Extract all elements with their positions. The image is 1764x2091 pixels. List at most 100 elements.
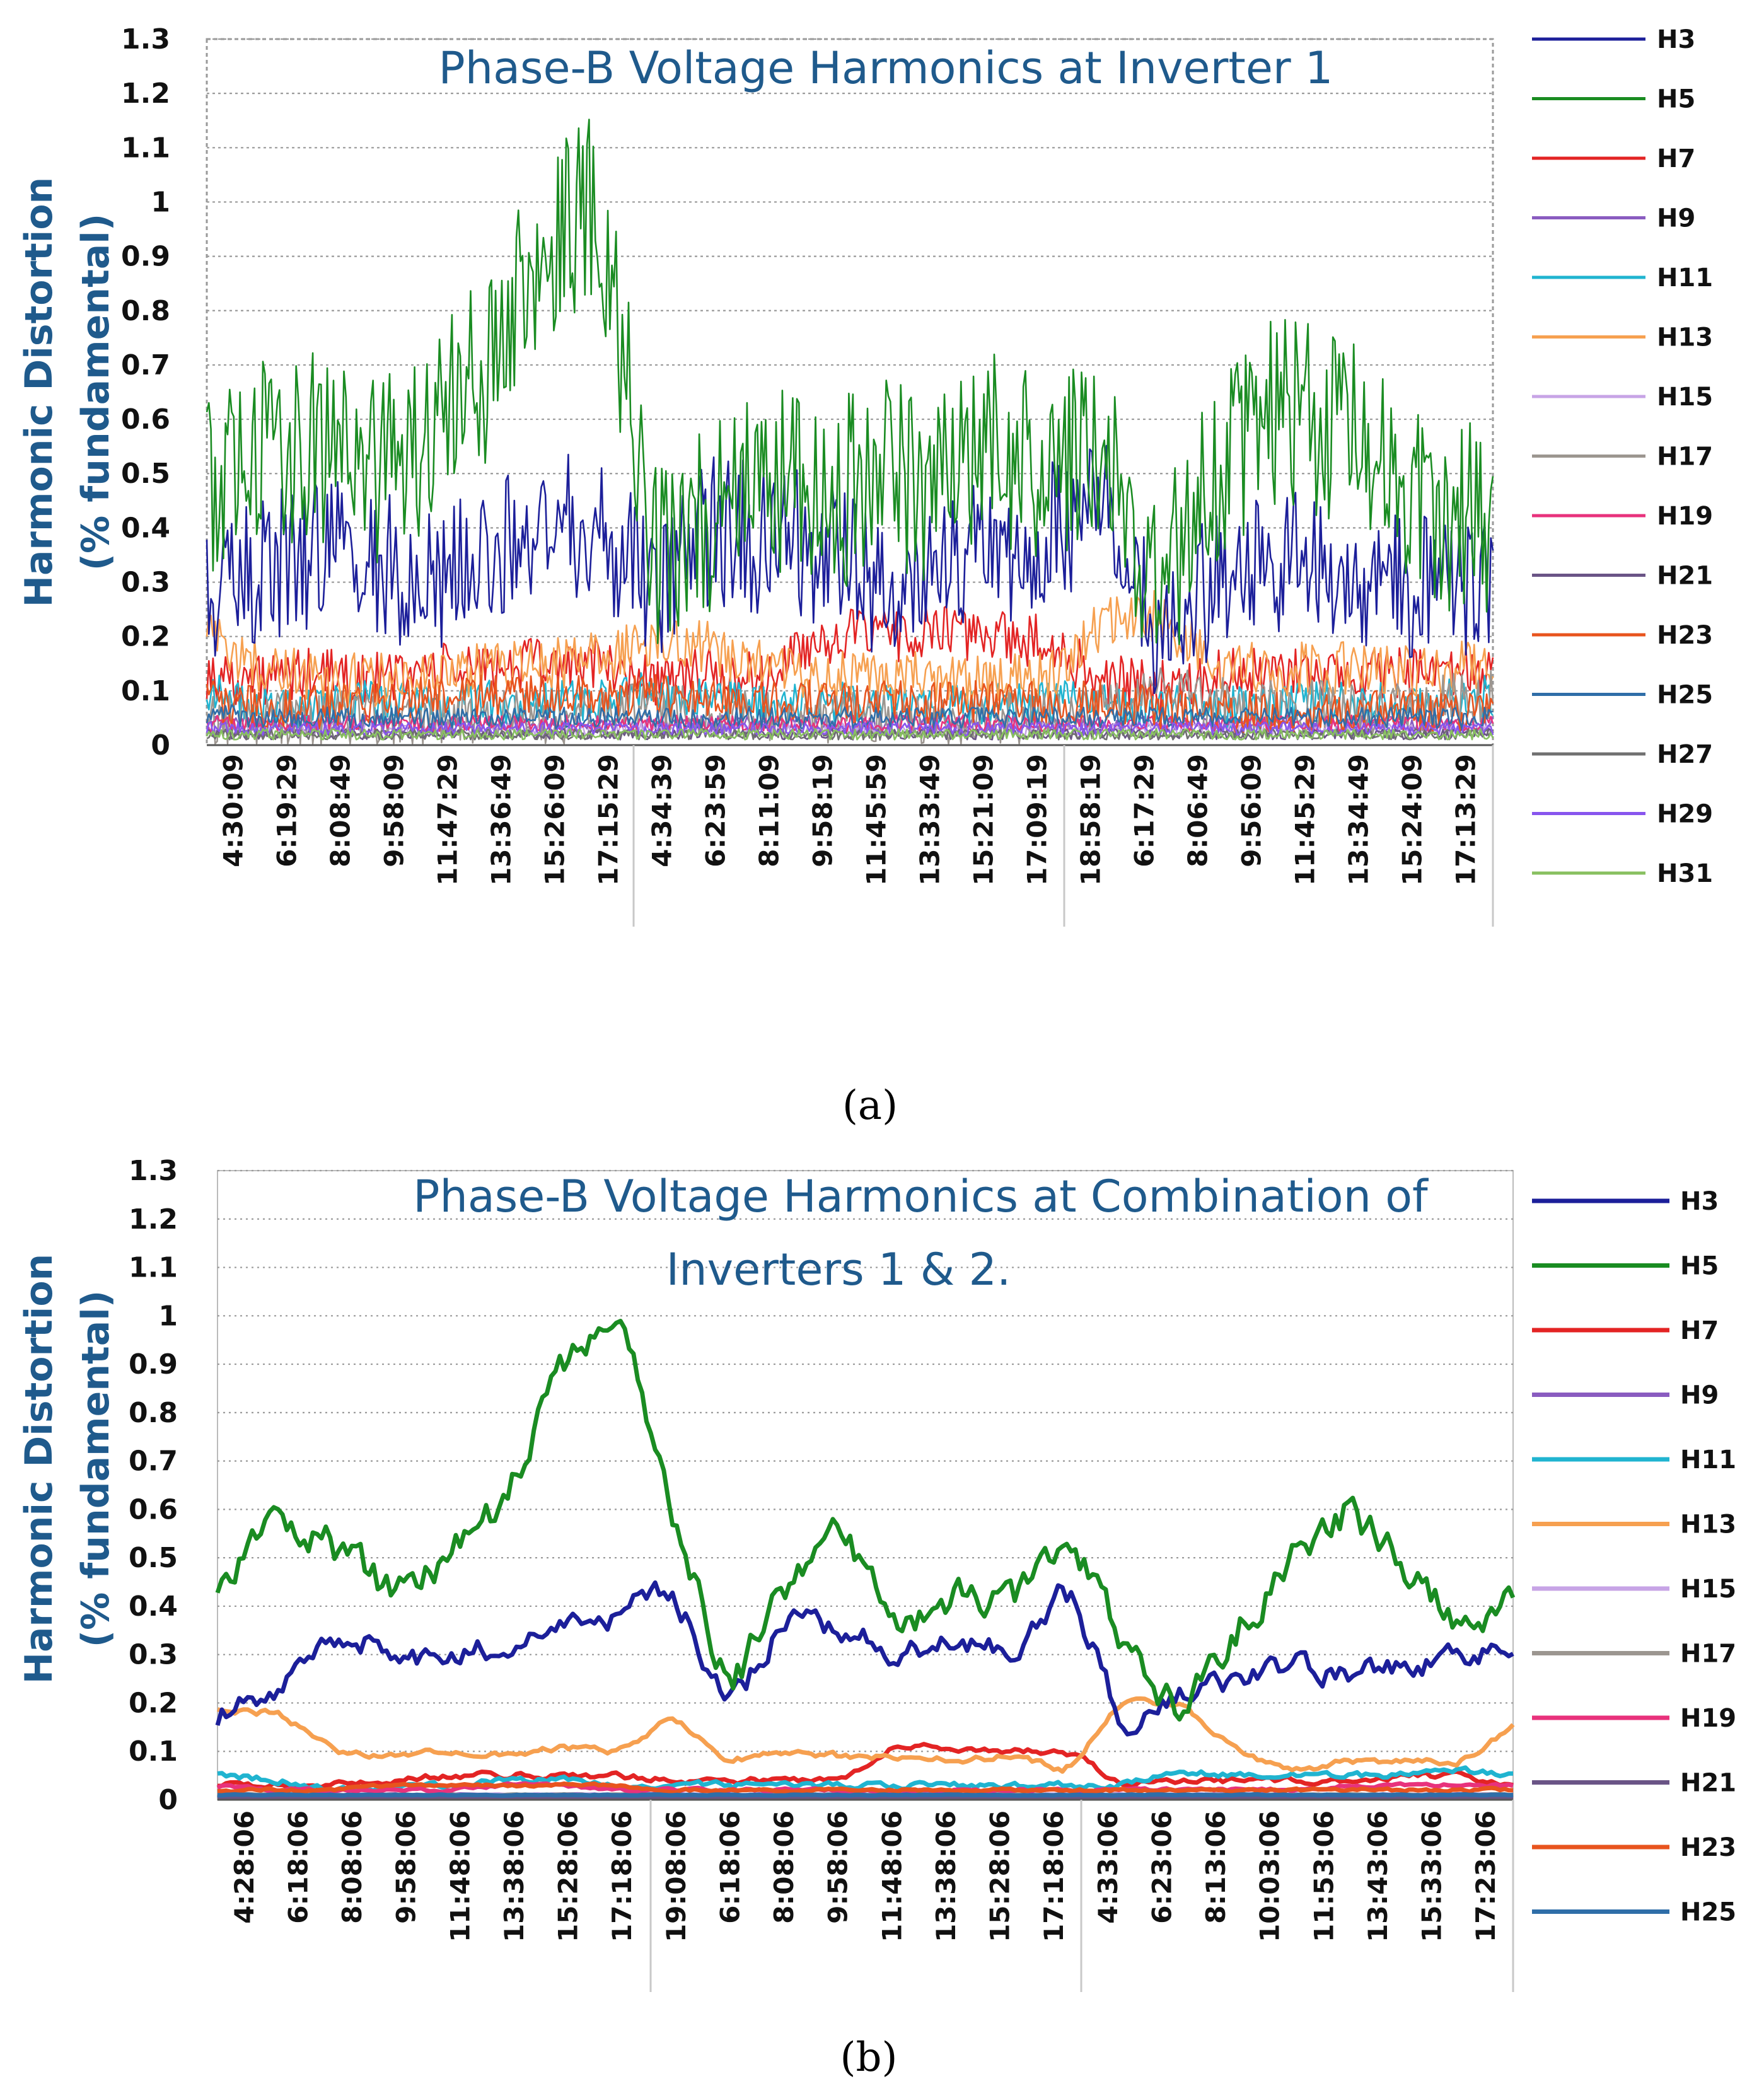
x-tick-label: 15:26:09 <box>540 754 571 886</box>
legend-label-h5: H5 <box>1680 1252 1719 1281</box>
chart-panel-a: 0 0.1 0.2 0.3 0.4 0.5 0.6 0.7 0.8 0.9 1 1.1 1.2 1.3 4… <box>17 23 1713 1129</box>
legend-label-h21: H21 <box>1680 1769 1736 1798</box>
x-tick-label: 17:09:19 <box>1022 754 1053 886</box>
legend-label-h3: H3 <box>1680 1187 1719 1216</box>
legend-b: H3 H5 H7 H9 H11 H13 H15 H17 H19 H21 H23 H25 <box>1532 1187 1736 1927</box>
x-tick-labels-b: 4:28:06 6:18:06 8:08:06 9:58:06 11:48:06 13:3… <box>229 1810 1501 1942</box>
y-tick-label: 1.1 <box>121 132 170 164</box>
chart-title-a: Phase-B Voltage Harmonics at Inverter 1 <box>439 42 1333 94</box>
x-tick-label: 9:58:09 <box>379 754 410 867</box>
chart-title-b-line1: Phase-B Voltage Harmonics at Combination… <box>413 1171 1429 1222</box>
x-tick-label: 15:33:06 <box>1417 1810 1448 1942</box>
plot-area-b <box>217 1170 1514 1800</box>
legend-label-h19: H19 <box>1680 1704 1736 1733</box>
x-tick-label: 11:53:06 <box>1308 1810 1339 1942</box>
legend-label-h9: H9 <box>1657 204 1695 233</box>
legend-label-h13: H13 <box>1680 1510 1736 1539</box>
y-tick-label: 0.6 <box>129 1493 178 1526</box>
x-tick-label: 18:58:19 <box>1076 754 1106 886</box>
x-tick-label: 8:08:06 <box>337 1810 368 1924</box>
x-tick-label: 17:18:06 <box>606 1810 637 1942</box>
legend-label-h25: H25 <box>1680 1898 1736 1927</box>
series-line-h23 <box>217 1781 1514 1795</box>
legend-label-h23: H23 <box>1680 1833 1736 1862</box>
caption-a: (a) <box>842 1082 898 1129</box>
legend-label-h21: H21 <box>1657 562 1713 591</box>
x-tick-label: 6:23:59 <box>700 754 731 867</box>
x-tick-label: 8:08:49 <box>325 754 356 867</box>
legend-label-h5: H5 <box>1657 85 1695 114</box>
x-tick-label: 11:45:59 <box>861 754 892 886</box>
y-tick-label: 0.3 <box>121 567 170 599</box>
x-tick-label: 9:56:09 <box>1236 754 1267 867</box>
y-tick-label: 0.9 <box>121 241 170 273</box>
x-tick-labels-a: 4:30:09 6:19:29 8:08:49 9:58:09 11:47:29 13:3… <box>218 754 1482 886</box>
x-tick-label: 6:18:06 <box>282 1810 313 1924</box>
series-line-h13 <box>217 1696 1515 1774</box>
x-tick-label: 8:13:06 <box>1200 1810 1231 1924</box>
chart-title-b-line2: Inverters 1 & 2. <box>666 1244 1011 1295</box>
legend-label-h13: H13 <box>1657 323 1713 352</box>
x-tick-label: 13:34:49 <box>1343 754 1374 886</box>
y-tick-label: 1 <box>158 1300 178 1332</box>
x-tick-label: 15:28:06 <box>985 1810 1016 1942</box>
x-tick-label: 15:21:09 <box>968 754 999 886</box>
legend-label-h15: H15 <box>1657 383 1713 412</box>
x-tick-label: 8:06:49 <box>1183 754 1214 867</box>
series-line-h5 <box>215 1319 1516 1722</box>
x-tick-label: 17:15:29 <box>593 754 624 886</box>
y-tick-label: 1.3 <box>129 1155 178 1187</box>
x-tick-label: 13:36:49 <box>486 754 517 886</box>
y-tick-label: 0 <box>151 729 170 762</box>
legend-label-h7: H7 <box>1680 1316 1719 1345</box>
x-tick-label: 17:18:06 <box>1038 1810 1069 1942</box>
y-tick-label: 0.6 <box>121 403 170 436</box>
series-line-h25 <box>217 1792 1514 1798</box>
y-tick-label: 0.7 <box>129 1445 178 1478</box>
y-axis-label-a-line1: Harmonic Distortion <box>17 177 61 608</box>
x-tick-label: 6:18:06 <box>714 1810 745 1924</box>
legend-label-h23: H23 <box>1657 621 1713 650</box>
legend-label-h31: H31 <box>1657 859 1713 888</box>
x-tick-label: 11:48:06 <box>876 1810 907 1942</box>
y-tick-label: 0.8 <box>121 295 170 327</box>
y-tick-label: 0.2 <box>121 621 170 653</box>
series-line-h3 <box>206 444 1494 695</box>
y-tick-labels-a: 0 0.1 0.2 0.3 0.4 0.5 0.6 0.7 0.8 0.9 1 1.1 1.2 1.3 <box>121 23 170 762</box>
y-tick-label: 0.2 <box>129 1687 178 1719</box>
y-tick-label: 1.2 <box>121 78 170 110</box>
series-line-h23 <box>206 674 1494 734</box>
y-tick-label: 0.3 <box>129 1639 178 1671</box>
y-axis-label-b-line1: Harmonic Distortion <box>17 1254 61 1684</box>
y-tick-label: 0.9 <box>129 1348 178 1381</box>
y-tick-label: 0.5 <box>129 1542 178 1574</box>
series-line-h31 <box>206 727 1494 741</box>
series-line-h5 <box>206 119 1494 646</box>
x-tick-label: 13:38:06 <box>931 1810 961 1942</box>
x-tick-label: 4:28:06 <box>229 1810 260 1924</box>
x-tick-label: 11:47:29 <box>432 754 463 886</box>
y-tick-label: 0 <box>158 1784 178 1816</box>
x-tick-label: 4:30:09 <box>218 754 249 867</box>
x-tick-label: 4:33:06 <box>1093 1810 1123 1924</box>
y-tick-label: 1.2 <box>129 1203 178 1236</box>
series-lines-a <box>206 119 1494 744</box>
x-tick-label: 6:19:29 <box>272 754 303 867</box>
caption-b: (b) <box>840 2034 898 2081</box>
x-tick-label: 6:23:06 <box>1146 1810 1177 1924</box>
legend-label-h17: H17 <box>1680 1640 1736 1669</box>
series-line-h29 <box>206 721 1494 736</box>
y-tick-label: 0.4 <box>121 512 170 544</box>
x-tick-label: 9:58:06 <box>823 1810 854 1924</box>
x-tick-label: 9:58:19 <box>808 754 838 867</box>
x-tick-label: 4:34:39 <box>647 754 678 867</box>
y-tick-label: 0.5 <box>121 458 170 490</box>
y-axis-label-a-line2: (% fundamental) <box>74 214 118 571</box>
legend-label-h9: H9 <box>1680 1381 1719 1410</box>
series-line-h7 <box>217 1742 1514 1790</box>
x-tick-label: 19:08:06 <box>661 1810 692 1942</box>
y-tick-label: 0.4 <box>129 1590 178 1623</box>
x-tick-label: 11:48:06 <box>444 1810 475 1942</box>
x-tick-label: 15:28:06 <box>553 1810 584 1942</box>
